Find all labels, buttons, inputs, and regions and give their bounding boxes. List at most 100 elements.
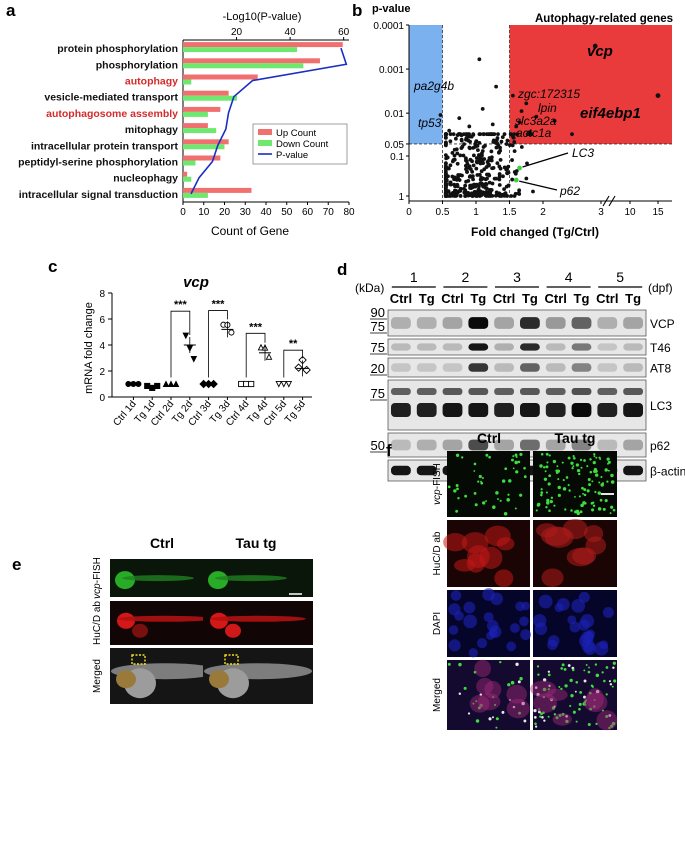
f-signal-dot	[610, 480, 615, 484]
f-signal-dot	[583, 488, 587, 492]
b-point	[497, 177, 502, 182]
f-signal-dot	[572, 465, 575, 468]
f-merged-signal	[583, 692, 608, 713]
b-x-tick-label: 0.5	[436, 207, 450, 218]
blot-day-label: 4	[565, 269, 573, 285]
f-nucleus	[569, 621, 581, 633]
f-signal-dot	[591, 480, 594, 483]
f-signal-dot	[576, 468, 581, 473]
f-signal-dot	[583, 459, 586, 462]
b-point	[448, 182, 453, 187]
b-point	[494, 141, 499, 146]
a-legend-swatch	[258, 140, 272, 146]
c-sig-bracket	[170, 310, 191, 378]
c-point	[243, 380, 250, 388]
f-signal-dot	[562, 487, 567, 491]
blot-band	[623, 363, 643, 372]
blot-band	[494, 317, 514, 329]
f-signal-dot	[587, 477, 591, 482]
blot-band	[468, 388, 489, 395]
c-point	[182, 332, 190, 340]
b-point	[504, 142, 509, 146]
f-signal-dot	[564, 684, 568, 688]
blot-band	[494, 363, 514, 372]
f-signal-dot	[539, 464, 543, 468]
c-sig-bracket	[208, 310, 228, 378]
f-signal-dot	[543, 477, 548, 481]
f-signal-dot	[512, 705, 516, 709]
blot-band	[391, 403, 411, 417]
c-point	[149, 384, 156, 391]
blot-day-label: 3	[513, 269, 521, 285]
b-point	[524, 101, 529, 106]
f-signal-dot	[569, 704, 572, 708]
b-arrow-p62	[519, 180, 558, 191]
blot-band	[520, 403, 540, 417]
f-nucleus	[463, 601, 476, 614]
blot-marker: 90	[371, 305, 385, 320]
f-signal-dot	[461, 456, 464, 459]
b-point	[479, 160, 484, 165]
b-y-tick-label: 1	[398, 192, 404, 203]
f-image-tile	[447, 451, 530, 517]
e-fish-head-signal	[208, 571, 228, 590]
b-point	[501, 193, 506, 198]
a-legend-label: Down Count	[276, 139, 329, 150]
f-signal-dot	[602, 482, 605, 485]
f-signal-dot	[604, 468, 608, 472]
blot-band	[520, 343, 540, 351]
blot-band	[571, 388, 592, 395]
f-signal-dot	[558, 686, 561, 688]
a-bar-up	[183, 42, 343, 48]
b-point	[494, 145, 499, 150]
f-nucleus	[581, 639, 595, 653]
f-signal-dot	[514, 507, 517, 510]
blot-band	[571, 439, 592, 451]
b-point	[465, 191, 469, 195]
b-point	[467, 145, 472, 150]
b-point	[512, 140, 517, 144]
b-label-eif4ebp1: eif4ebp1	[580, 105, 641, 122]
b-point	[464, 132, 469, 137]
b-point	[476, 148, 480, 153]
f-signal-dot	[575, 720, 578, 723]
f-nucleus	[567, 615, 577, 625]
blot-lane-label: Ctrl	[596, 291, 618, 306]
b-point	[527, 130, 532, 135]
f-signal-dot	[455, 509, 459, 513]
f-signal-dot	[560, 687, 563, 691]
f-signal-dot	[495, 726, 498, 729]
blot-lane-label: Ctrl	[493, 291, 515, 306]
f-neuron-signal	[496, 537, 515, 551]
f-signal-dot	[485, 500, 487, 502]
f-signal-dot	[609, 683, 613, 686]
f-signal-dot	[521, 701, 525, 706]
b-x-tick-label: 1.5	[503, 207, 517, 218]
a-bar-down	[183, 128, 217, 134]
b-point	[517, 120, 522, 125]
blot-band	[545, 317, 566, 329]
f-signal-dot	[612, 508, 616, 512]
f-signal-dot	[593, 698, 596, 701]
b-point	[444, 178, 449, 183]
f-signal-dot	[485, 453, 489, 457]
e-row-label-gene: vcp	[92, 583, 103, 599]
f-signal-dot	[578, 702, 582, 706]
c-point	[228, 329, 235, 336]
f-signal-dot	[574, 495, 576, 498]
b-point	[495, 161, 500, 166]
f-signal-dot	[501, 479, 506, 483]
blot-band	[623, 439, 643, 451]
e-roi-box	[224, 654, 239, 665]
blot-band	[442, 317, 463, 329]
f-signal-dot	[567, 664, 571, 667]
a-x-tick-label: 10	[198, 207, 210, 218]
f-signal-dot	[515, 455, 518, 458]
b-point	[516, 191, 521, 196]
blot-band	[597, 403, 618, 417]
b-point	[477, 172, 482, 177]
panel-e-col-tau: Tau tg	[236, 535, 277, 551]
b-label-blue: tp53	[418, 116, 442, 130]
b-point	[494, 84, 498, 89]
b-point	[455, 151, 460, 156]
